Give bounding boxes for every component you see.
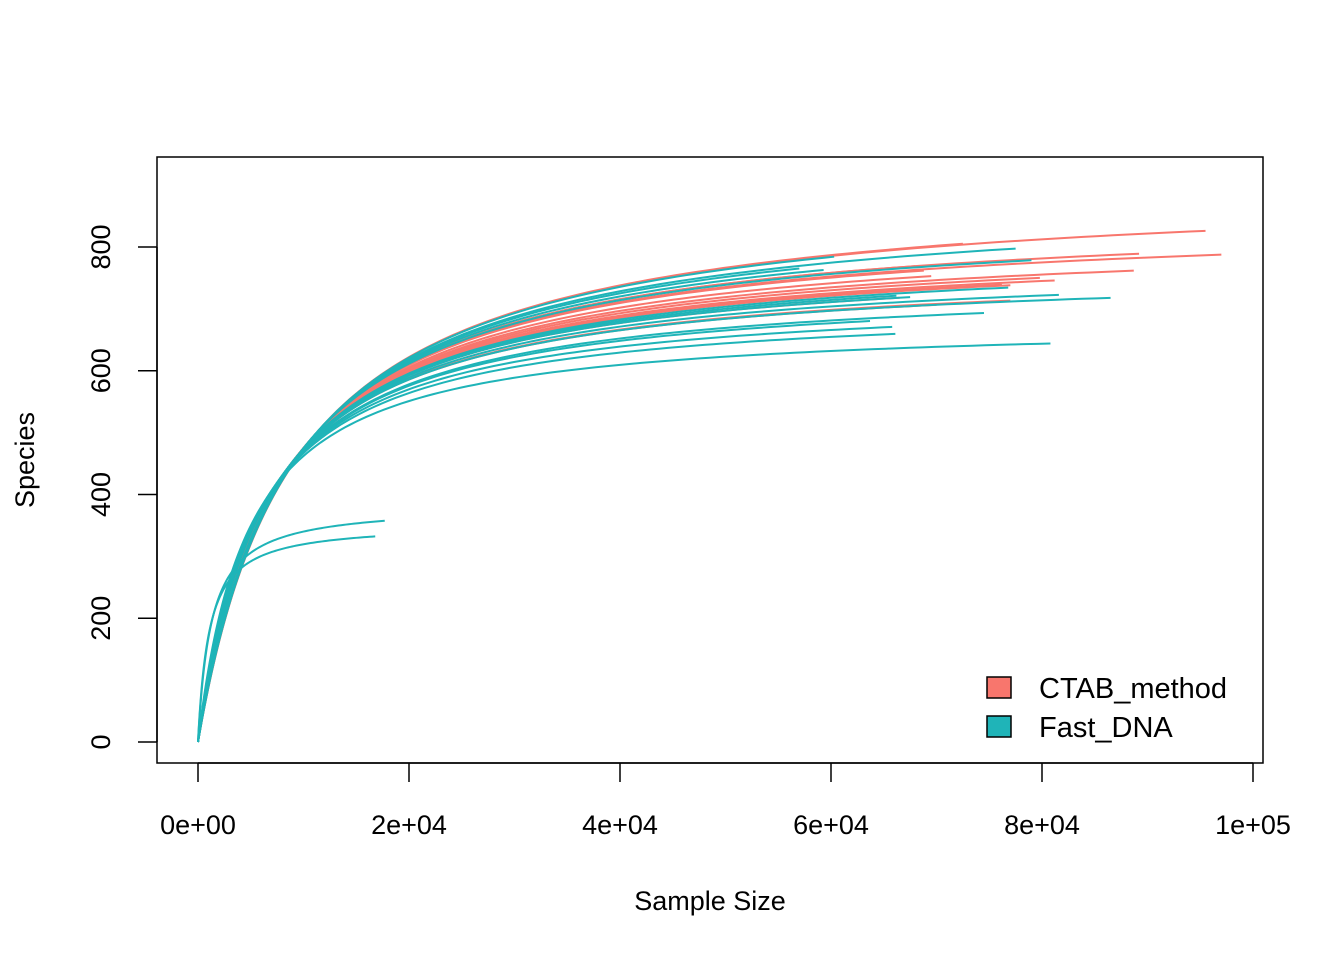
series-curve-27 (197, 320, 871, 743)
series-curve-21 (197, 286, 1009, 743)
series-curve-32 (197, 535, 376, 743)
legend-label-fastdna: Fast_DNA (1039, 712, 1173, 744)
series-curve-30 (197, 342, 1051, 743)
legend: CTAB_method Fast_DNA (986, 673, 1227, 744)
x-tick-label: 4e+04 (582, 810, 658, 840)
series-curve-4 (197, 253, 1222, 743)
x-tick-label: 8e+04 (1004, 810, 1080, 840)
series-curve-13 (197, 296, 900, 743)
x-tick-label: 0e+00 (160, 810, 236, 840)
series-curve-26 (197, 312, 985, 743)
y-tick-label: 0 (86, 734, 116, 749)
y-axis: 0 200 400 600 800 (86, 224, 158, 750)
legend-swatch-ctab (986, 676, 1012, 699)
series-curves (197, 229, 1222, 743)
x-tick-label: 1e+05 (1215, 810, 1291, 840)
series-curve-29 (197, 332, 896, 743)
series-curve-25 (197, 296, 1111, 743)
x-axis: 0e+00 2e+04 4e+04 6e+04 8e+04 1e+05 (160, 762, 1291, 840)
series-curve-31 (197, 519, 385, 743)
series-curve-20 (197, 259, 1032, 743)
legend-label-ctab: CTAB_method (1039, 673, 1227, 705)
y-tick-label: 600 (86, 348, 116, 393)
y-axis-label: Species (10, 412, 40, 508)
series-curve-3 (197, 252, 1140, 743)
y-tick-label: 200 (86, 596, 116, 641)
series-curve-24 (197, 293, 1059, 743)
y-tick-label: 400 (86, 472, 116, 517)
series-curve-6 (197, 269, 924, 743)
series-curve-10 (197, 279, 1055, 743)
y-tick-label: 800 (86, 224, 116, 269)
series-curve-23 (197, 296, 911, 743)
x-axis-label: Sample Size (634, 886, 786, 916)
series-curve-28 (197, 325, 893, 743)
x-tick-label: 6e+04 (793, 810, 869, 840)
x-tick-label: 2e+04 (371, 810, 447, 840)
series-curve-11 (197, 283, 1002, 743)
legend-swatch-fastdna (986, 715, 1012, 738)
